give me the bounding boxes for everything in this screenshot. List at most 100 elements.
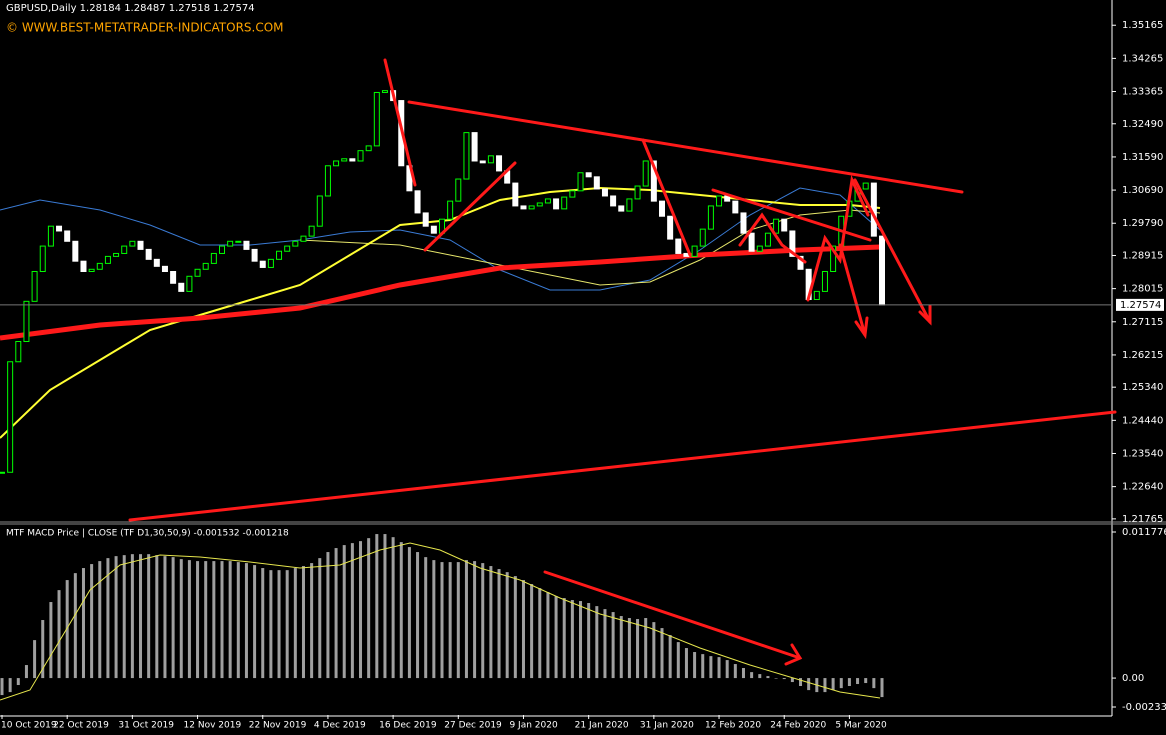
candle-body [15,340,22,363]
candle-body [642,160,649,187]
candle-body [667,215,674,240]
candle-body [96,262,103,270]
macd-bar [701,654,705,679]
macd-bar [310,563,314,679]
x-tick-label: 5 Mar 2020 [835,721,887,731]
candle-body [691,245,698,257]
y-tick-label: 0.011776 [1122,527,1166,538]
x-tick-label: 12 Nov 2019 [184,721,242,731]
symbol-header: GBPUSD,Daily 1.28184 1.28487 1.27518 1.2… [6,3,255,14]
candle-body [626,198,633,212]
candle-body [463,132,470,180]
macd-bar [106,558,110,679]
candle-body [276,250,283,260]
candle-body [512,182,519,207]
macd-bar [253,565,257,679]
macd-bar [831,678,835,691]
candle-body [659,200,665,217]
candle-body [64,230,71,242]
macd-bar [725,660,729,679]
macd-bar [733,664,737,679]
macd-bar [880,678,884,698]
candle-body [544,198,551,204]
candle-body [341,158,348,162]
y-tick-label: 1.35165 [1122,20,1163,31]
macd-bar [407,547,411,679]
x-tick-label: 21 Jan 2020 [575,721,629,731]
candle-body [830,245,837,272]
macd-bar [269,570,273,679]
candle-body [153,258,160,267]
candle-body [235,240,242,243]
trend-line [423,161,517,252]
x-tick-label: 22 Nov 2019 [249,721,307,731]
arrow [853,178,932,324]
macd-bar [285,570,289,679]
candle-body [104,255,111,264]
x-tick-label: 4 Dec 2019 [314,721,366,731]
macd-bar [554,596,558,679]
macd-bar [8,678,12,693]
macd-bar [448,562,452,679]
macd-bar [204,561,208,679]
trend-line [383,58,417,187]
macd-bar [579,601,583,679]
macd-bar [872,678,876,689]
candle-body [194,268,201,277]
candle-body [284,245,291,252]
macd-bar [603,609,607,679]
candle-body [716,195,723,207]
macd-bar [570,600,574,679]
macd-bar [318,558,322,679]
macd-bar [847,678,851,687]
macd-bar [277,570,281,679]
candle-body [80,260,87,272]
macd-bar [587,603,591,679]
x-tick-label: 16 Dec 2019 [379,721,437,731]
candle-body [707,205,714,230]
macd-bar [684,648,688,679]
trend-line [128,410,1117,522]
macd-bar [856,678,860,685]
yellow-ma-thin [299,209,881,286]
candle-body [789,230,796,257]
candle-body [251,248,258,262]
candle-body [781,218,788,232]
candle-body [56,225,63,232]
macd-bar [424,557,428,679]
last-price-box [1116,298,1164,311]
macd-bar [676,642,680,679]
candle-body [381,90,388,93]
copyright: © WWW.BEST-METATRADER-INDICATORS.COM [6,21,284,35]
macd-bar [473,561,477,679]
macd-bar [220,561,224,679]
macd-bar [326,552,330,679]
macd-bar [644,618,648,679]
macd-bar [350,543,354,679]
candle-body [113,252,120,257]
candle-body [292,240,299,247]
y-tick-label: 1.21765 [1122,514,1163,525]
macd-bar [652,622,656,679]
candle-body [259,260,266,268]
macd-bar [521,580,525,679]
macd-bar [334,548,338,679]
candle-body [308,225,315,237]
x-tick-label: 10 Oct 2019 [1,721,57,731]
macd-bar [505,572,509,679]
candle-body [593,176,600,190]
candle-body [365,145,372,152]
macd-bar [807,678,811,691]
y-tick-label: 1.31590 [1122,152,1163,163]
macd-bar [693,652,697,679]
candle-body [202,262,209,270]
candle-body [357,150,364,162]
candle-body [145,248,152,260]
y-tick-label: 1.34265 [1122,53,1163,64]
macd-bar [766,676,770,679]
macd-bar [432,560,436,679]
macd-bar [73,573,77,679]
x-tick-label: 22 Oct 2019 [53,721,109,731]
candle-body [536,202,543,207]
